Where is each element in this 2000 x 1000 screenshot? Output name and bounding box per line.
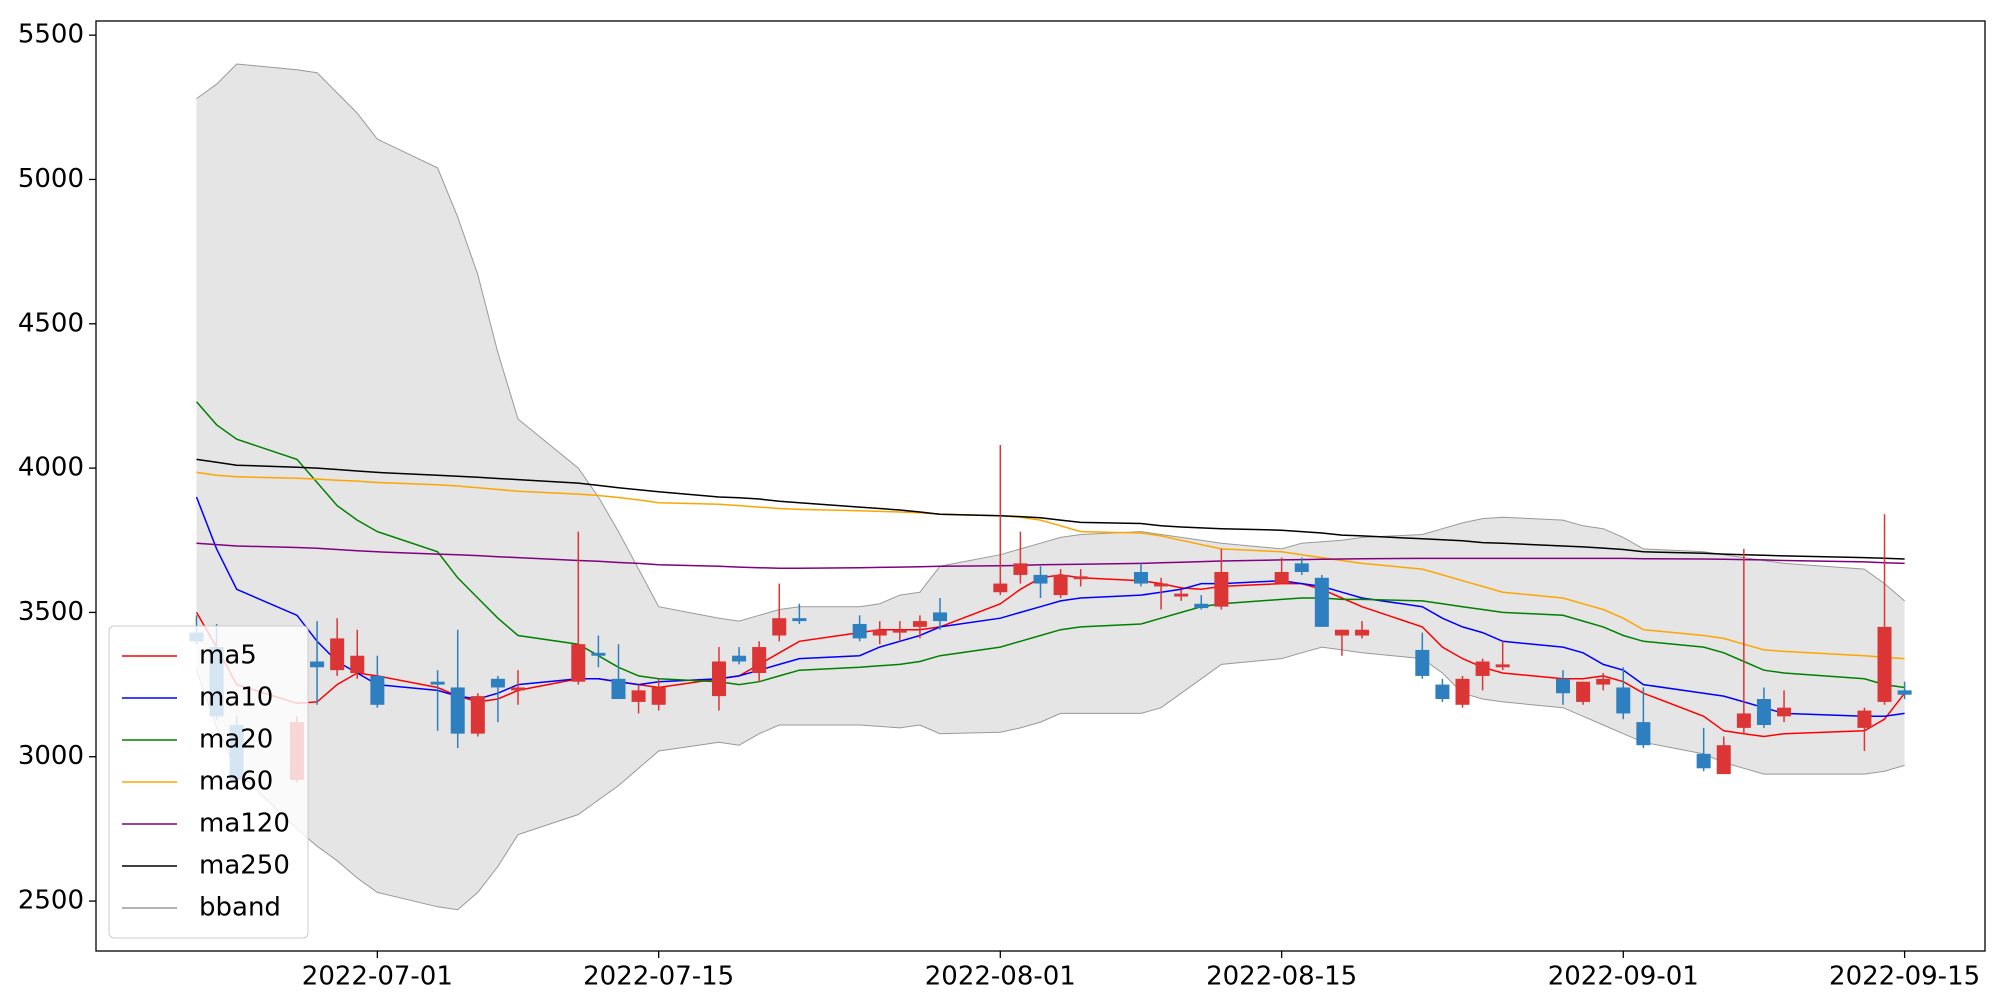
candle-body: [933, 612, 948, 622]
candle-body: [1274, 572, 1289, 584]
candle-body: [1555, 678, 1570, 694]
legend-label: ma10: [199, 683, 273, 713]
candle-body: [1033, 574, 1048, 584]
candle-body: [1777, 707, 1792, 717]
x-tick-label: 2022-09-01: [1548, 962, 1699, 992]
x-tick-label: 2022-07-01: [302, 962, 453, 992]
y-tick-label: 4500: [18, 308, 84, 338]
candle-body: [872, 629, 887, 636]
candle-body: [1877, 626, 1892, 702]
candle-body: [511, 687, 526, 691]
x-tick-label: 2022-07-15: [583, 962, 734, 992]
candle-body: [1314, 577, 1329, 627]
x-tick-label: 2022-09-15: [1829, 962, 1980, 992]
candle-body: [450, 687, 465, 734]
candle-body: [1696, 753, 1711, 769]
candle-body: [1857, 710, 1872, 728]
y-tick-label: 3000: [18, 741, 84, 771]
legend-box: [108, 625, 309, 939]
candle-body: [772, 618, 787, 636]
candle-body: [1294, 563, 1309, 573]
candle-body: [1334, 629, 1349, 636]
ma-line: [196, 471, 1905, 660]
candle-body: [892, 629, 907, 633]
candle-body: [1073, 576, 1088, 580]
candle-body: [1154, 583, 1169, 587]
candle-body: [1716, 745, 1731, 775]
x-tick-label: 2022-08-01: [925, 962, 1076, 992]
legend-label: ma5: [199, 641, 257, 671]
candle-body: [591, 652, 606, 656]
candle-body: [711, 661, 726, 697]
candle-body: [1756, 699, 1771, 725]
legend-label: ma60: [199, 767, 273, 797]
ma-line: [196, 542, 1905, 570]
legend-label: ma20: [199, 725, 273, 755]
candle-body: [1616, 687, 1631, 714]
y-tick-label: 4000: [18, 453, 84, 483]
y-tick-label: 5500: [18, 20, 84, 50]
candle-body: [370, 675, 385, 705]
legend: ma5 ma10 ma20 ma60 ma120 ma250 bband: [108, 625, 309, 939]
y-tick-label: 3500: [18, 597, 84, 627]
candle-body: [1596, 678, 1611, 685]
candle-body: [470, 696, 485, 734]
candle-body: [1455, 678, 1470, 705]
candle-body: [1415, 649, 1430, 676]
candle-body: [490, 678, 505, 688]
candle-body: [330, 638, 345, 671]
candle-body: [631, 690, 646, 702]
candle-body: [1435, 684, 1450, 700]
candle-body: [1355, 629, 1370, 636]
y-tick-label: 5000: [18, 164, 84, 194]
legend-label: ma250: [199, 851, 290, 881]
candle-body: [310, 661, 325, 668]
plot-frame: [95, 20, 1986, 952]
candle-body: [350, 655, 365, 674]
candle-body: [1495, 664, 1510, 668]
candle-body: [1475, 661, 1490, 676]
candle-body: [1214, 572, 1229, 607]
candle-body: [1133, 572, 1148, 584]
candle-body: [912, 621, 927, 627]
candle-body: [852, 623, 867, 639]
legend-label: bband: [199, 893, 281, 923]
legend-label: ma120: [199, 809, 290, 839]
candle-body: [651, 687, 666, 705]
candle-body: [1897, 690, 1912, 695]
ma-line: [196, 458, 1905, 560]
candle-body: [1013, 563, 1028, 575]
candle-body: [1736, 713, 1751, 728]
candle-body: [1174, 593, 1189, 597]
candle-body: [752, 647, 767, 674]
y-tick-label: 2500: [18, 886, 84, 916]
candle-body: [1576, 681, 1591, 702]
candle-body: [571, 644, 586, 682]
candle-body: [1053, 574, 1068, 596]
candle-body: [1194, 603, 1209, 609]
candle-body: [1636, 722, 1651, 746]
candle-body: [732, 655, 747, 662]
candle-body: [611, 678, 626, 700]
candle-body: [430, 681, 445, 685]
band-lower: [196, 646, 1905, 911]
ma-line: [195, 401, 1905, 689]
candle-body: [792, 618, 807, 622]
band-fill: [196, 64, 1905, 910]
band-upper: [196, 63, 1905, 622]
candle-body: [993, 583, 1008, 593]
x-tick-label: 2022-08-15: [1206, 962, 1357, 992]
